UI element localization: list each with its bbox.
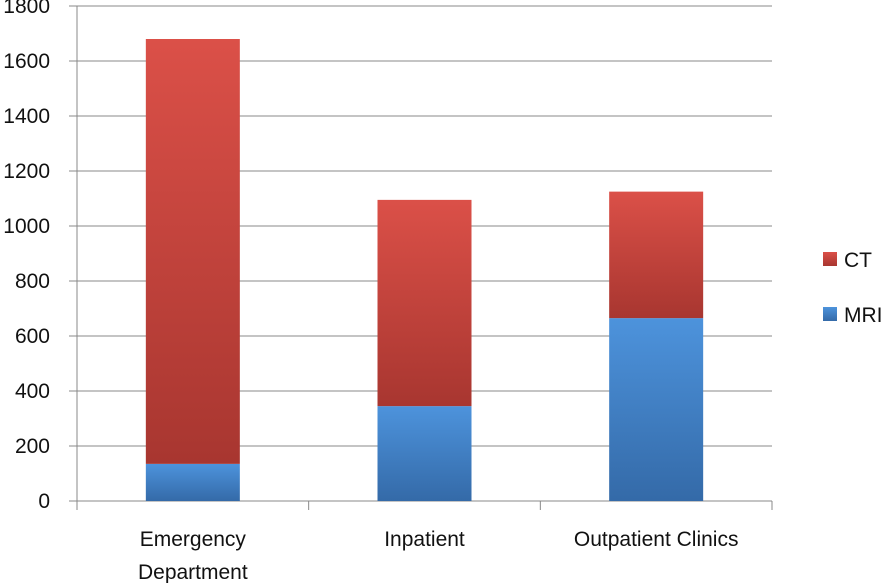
legend-swatch-mri bbox=[823, 307, 837, 321]
bars bbox=[145, 39, 704, 501]
x-category-label: Outpatient Clinics bbox=[574, 528, 739, 551]
x-category-label: Inpatient bbox=[384, 528, 465, 551]
y-tick-label: 800 bbox=[15, 270, 50, 293]
legend-label-ct: CT bbox=[844, 249, 872, 272]
bar-mri-2 bbox=[609, 318, 704, 501]
y-tick-label: 1800 bbox=[3, 0, 50, 18]
y-tick-label: 600 bbox=[15, 325, 50, 348]
bar-ct-2 bbox=[609, 191, 704, 319]
x-category-label: Department bbox=[138, 561, 248, 583]
y-tick-label: 1400 bbox=[3, 105, 50, 128]
bar-ct-1 bbox=[377, 199, 472, 407]
legend-swatch-ct bbox=[823, 252, 837, 266]
legend-label-mri: MRI bbox=[844, 304, 883, 327]
y-tick-label: 400 bbox=[15, 380, 50, 403]
axis-labels: 0 200 400 600 800 1000 1200 1400 1600 1800 Emergen… bbox=[3, 0, 738, 583]
y-tick-label: 1200 bbox=[3, 160, 50, 183]
y-tick-label: 200 bbox=[15, 435, 50, 458]
y-tick-label: 0 bbox=[38, 490, 50, 513]
y-tick-label: 1000 bbox=[3, 215, 50, 238]
legend: CT MRI bbox=[823, 249, 883, 327]
bar-mri-1 bbox=[377, 406, 472, 501]
x-category-label: Emergency bbox=[140, 528, 247, 551]
y-tick-label: 1600 bbox=[3, 50, 50, 73]
bar-ct-0 bbox=[145, 39, 240, 464]
bar-mri-0 bbox=[145, 463, 240, 501]
